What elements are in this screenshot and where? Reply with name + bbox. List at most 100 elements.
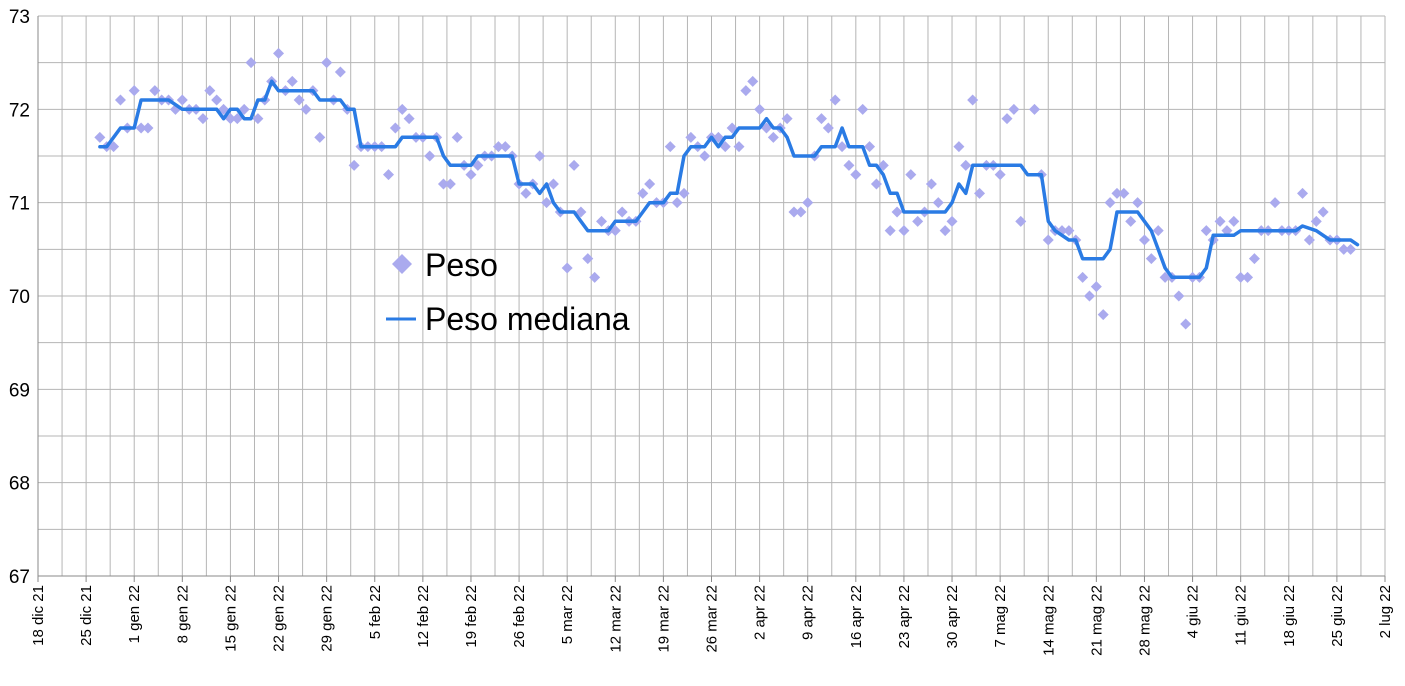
x-tick-label: 9 apr 22: [800, 585, 817, 640]
x-tick-label: 29 gen 22: [319, 585, 336, 652]
peso-point: [1214, 215, 1226, 227]
legend-peso-mediana-label: Peso mediana: [425, 301, 630, 337]
peso-point: [204, 85, 216, 97]
y-tick-label: 67: [9, 567, 30, 588]
peso-point: [1345, 243, 1357, 255]
peso-point: [1145, 253, 1157, 265]
peso-point: [1180, 318, 1192, 330]
peso-point: [699, 150, 711, 162]
peso-point: [1228, 215, 1240, 227]
peso-point: [286, 75, 298, 87]
peso-point: [1077, 271, 1089, 283]
peso-point: [348, 159, 360, 171]
x-tick-label: 22 gen 22: [271, 585, 288, 652]
peso-point: [437, 178, 449, 190]
peso-point: [1200, 225, 1212, 237]
peso-point: [321, 57, 333, 69]
peso-point: [671, 197, 683, 209]
peso-point: [1235, 271, 1247, 283]
x-tick-label: 19 mar 22: [655, 585, 672, 653]
x-tick-label: 30 apr 22: [944, 585, 961, 648]
peso-point: [637, 187, 649, 199]
peso-point: [444, 178, 456, 190]
peso-point: [596, 215, 608, 227]
peso-point: [465, 169, 477, 181]
peso-point: [424, 150, 436, 162]
x-tick-label: 25 giu 22: [1329, 585, 1346, 647]
peso-point: [1015, 215, 1027, 227]
x-tick-label: 14 mag 22: [1040, 585, 1057, 656]
peso-point: [273, 47, 285, 59]
y-tick-label: 68: [9, 474, 30, 495]
peso-point: [685, 131, 697, 143]
peso-point: [994, 169, 1006, 181]
x-tick-label: 26 feb 22: [511, 585, 528, 648]
peso-point: [802, 197, 814, 209]
peso-point: [616, 206, 628, 218]
peso-point: [149, 85, 161, 97]
legend-peso-label: Peso: [425, 247, 498, 283]
series-peso-mediana: [98, 79, 1360, 280]
peso-point: [499, 141, 511, 153]
y-tick-label: 69: [9, 380, 30, 401]
y-tick-label: 72: [9, 100, 30, 121]
x-tick-label: 2 lug 22: [1377, 585, 1394, 638]
peso-point: [678, 187, 690, 199]
peso-point: [1008, 103, 1020, 115]
peso-point: [850, 169, 862, 181]
x-tick-label: 21 mag 22: [1088, 585, 1105, 656]
x-tick-label: 7 mag 22: [992, 585, 1009, 648]
peso-point: [1152, 225, 1164, 237]
peso-point: [898, 225, 910, 237]
series-peso: [94, 47, 1357, 330]
peso-point: [1303, 234, 1315, 246]
x-tick-label: 18 dic 21: [30, 585, 47, 646]
peso-point: [905, 169, 917, 181]
peso-point: [403, 113, 415, 125]
peso-point: [561, 262, 573, 274]
peso-point: [142, 122, 154, 134]
peso-point: [864, 141, 876, 153]
peso-point: [1125, 215, 1137, 227]
peso-point: [1248, 253, 1260, 265]
legend-peso-marker: [392, 254, 412, 274]
peso-point: [547, 178, 559, 190]
peso-point: [781, 113, 793, 125]
peso-point: [389, 122, 401, 134]
peso-point: [451, 131, 463, 143]
peso-point: [1221, 225, 1233, 237]
peso-point: [1242, 271, 1254, 283]
peso-point: [1297, 187, 1309, 199]
y-axis-ticks: 67 68 69 70 71 72 73: [9, 7, 30, 588]
peso-point: [1104, 197, 1116, 209]
peso-point: [1310, 215, 1322, 227]
peso-point: [1111, 187, 1123, 199]
peso-point: [822, 122, 834, 134]
peso-point: [314, 131, 326, 143]
peso-point: [953, 141, 965, 153]
peso-point: [252, 113, 264, 125]
x-tick-label: 1 gen 22: [126, 585, 143, 643]
y-tick-label: 70: [9, 287, 30, 308]
peso-point: [492, 141, 504, 153]
peso-point: [541, 197, 553, 209]
peso-point: [829, 94, 841, 106]
peso-point: [644, 178, 656, 190]
x-tick-label: 25 dic 21: [78, 585, 95, 646]
peso-point: [960, 159, 972, 171]
peso-point: [754, 103, 766, 115]
x-tick-label: 12 feb 22: [415, 585, 432, 648]
peso-point: [939, 225, 951, 237]
peso-point: [114, 94, 126, 106]
x-axis-ticks: 18 dic 21 25 dic 21 1 gen 22 8 gen 22 15 gen…: [30, 576, 1394, 656]
peso-point: [396, 103, 408, 115]
peso-point: [1029, 103, 1041, 115]
peso-point: [795, 206, 807, 218]
peso-point: [747, 75, 759, 87]
peso-point: [664, 141, 676, 153]
peso-point: [334, 66, 346, 78]
x-tick-label: 18 giu 22: [1281, 585, 1298, 647]
peso-point: [974, 187, 986, 199]
peso-point: [870, 178, 882, 190]
